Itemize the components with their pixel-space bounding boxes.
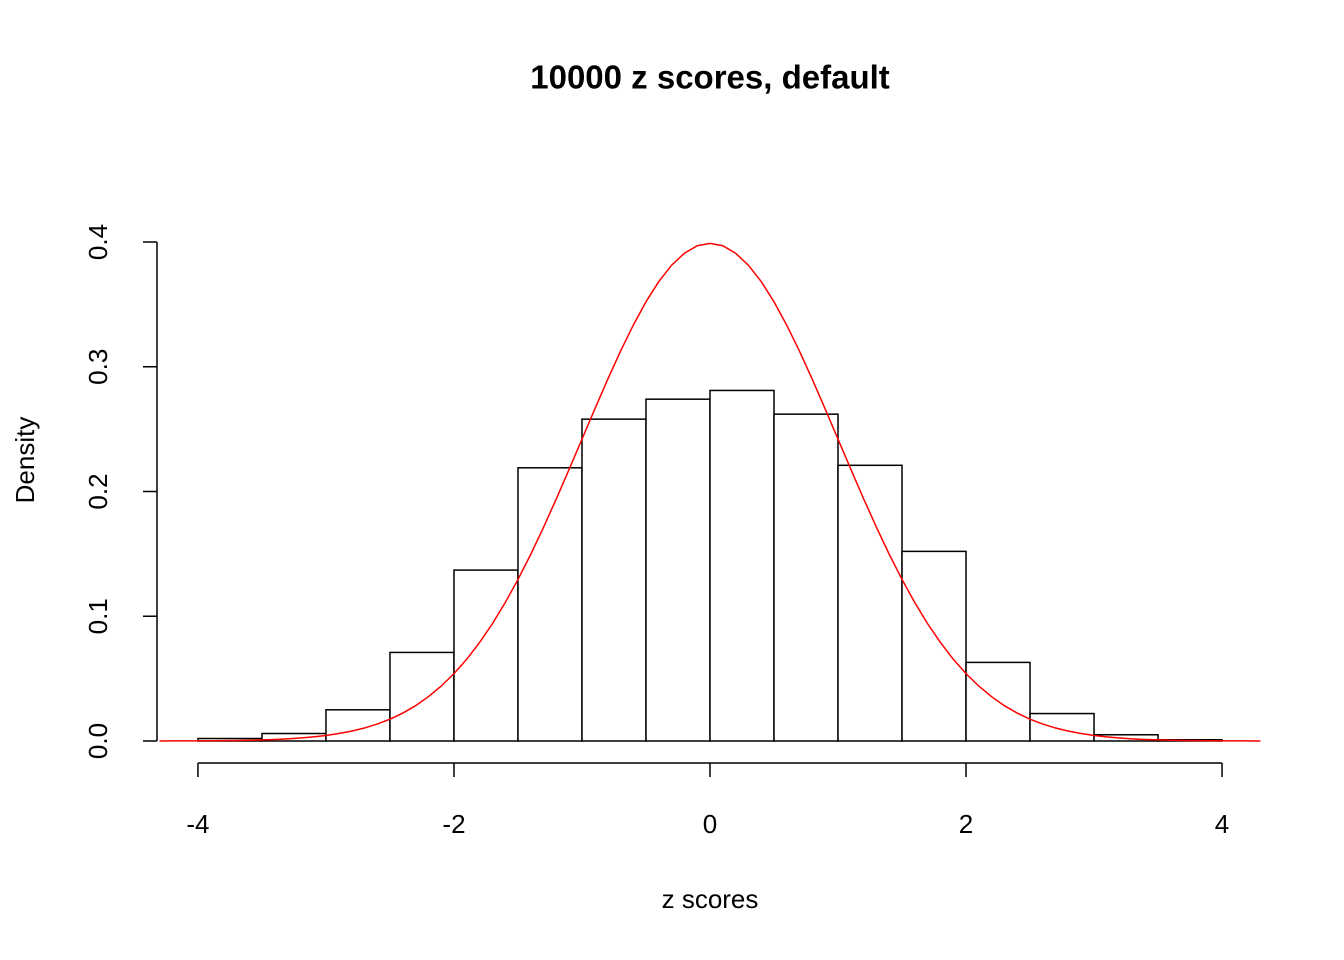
bar [645,398,711,742]
x-tick-label: 2 [959,809,973,839]
x-tick-label: 4 [1215,809,1229,839]
bar [709,389,775,742]
x-axis-label: z scores [662,884,759,914]
bar [389,651,455,742]
y-tick-label: 0.0 [83,723,113,759]
y-tick-label: 0.2 [83,473,113,509]
x-tick-label: 0 [703,809,717,839]
bar [1029,712,1095,742]
bar [773,413,839,742]
bar [837,464,903,742]
chart-title: 10000 z scores, default [530,59,890,96]
bar [325,709,391,742]
density-curve [159,242,1261,742]
y-tick-label: 0.3 [83,349,113,385]
x-tick-label: -2 [442,809,465,839]
y-axis-label: Density [10,417,40,504]
bar [517,467,583,742]
y-tick-label: 0.1 [83,598,113,634]
bar [901,550,967,742]
bar [581,418,647,742]
y-tick-label: 0.4 [83,224,113,260]
x-tick-label: -4 [186,809,209,839]
